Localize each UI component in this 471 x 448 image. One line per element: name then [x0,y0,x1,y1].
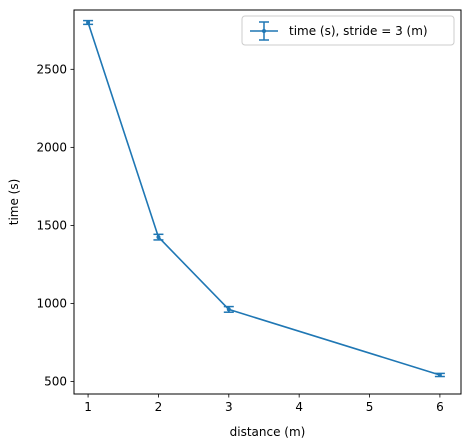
y-tick-label: 2000 [36,140,67,154]
data-point [156,235,161,240]
y-tick-label: 2500 [36,62,67,76]
x-tick-label: 2 [155,400,163,414]
x-tick-label: 1 [84,400,92,414]
y-tick-label: 1000 [36,296,67,310]
series-layer [83,19,445,378]
plot-frame [73,9,462,395]
y-tick-label: 500 [44,375,67,389]
series-line [87,22,441,376]
x-tick-label: 6 [436,400,444,414]
y-tick-label: 1500 [36,218,67,232]
legend-label: time (s), stride = 3 (m) [289,24,428,38]
legend-box [241,15,455,46]
legend: time (s), stride = 3 (m) [241,15,455,46]
legend-marker [262,29,266,33]
x-axis-label: distance (m) [230,425,306,439]
x-tick-label: 5 [366,400,374,414]
legend-line-marker [250,21,278,41]
y-axis-label: time (s) [7,179,21,226]
data-point [226,307,231,312]
plot-background [74,10,461,394]
x-axis: 1 2 3 4 5 6 [84,394,444,414]
y-axis: 500 1000 1500 2000 2500 [36,62,74,389]
x-tick-label: 4 [295,400,303,414]
x-tick-label: 3 [225,400,233,414]
data-point [86,20,91,25]
data-point [437,372,442,377]
